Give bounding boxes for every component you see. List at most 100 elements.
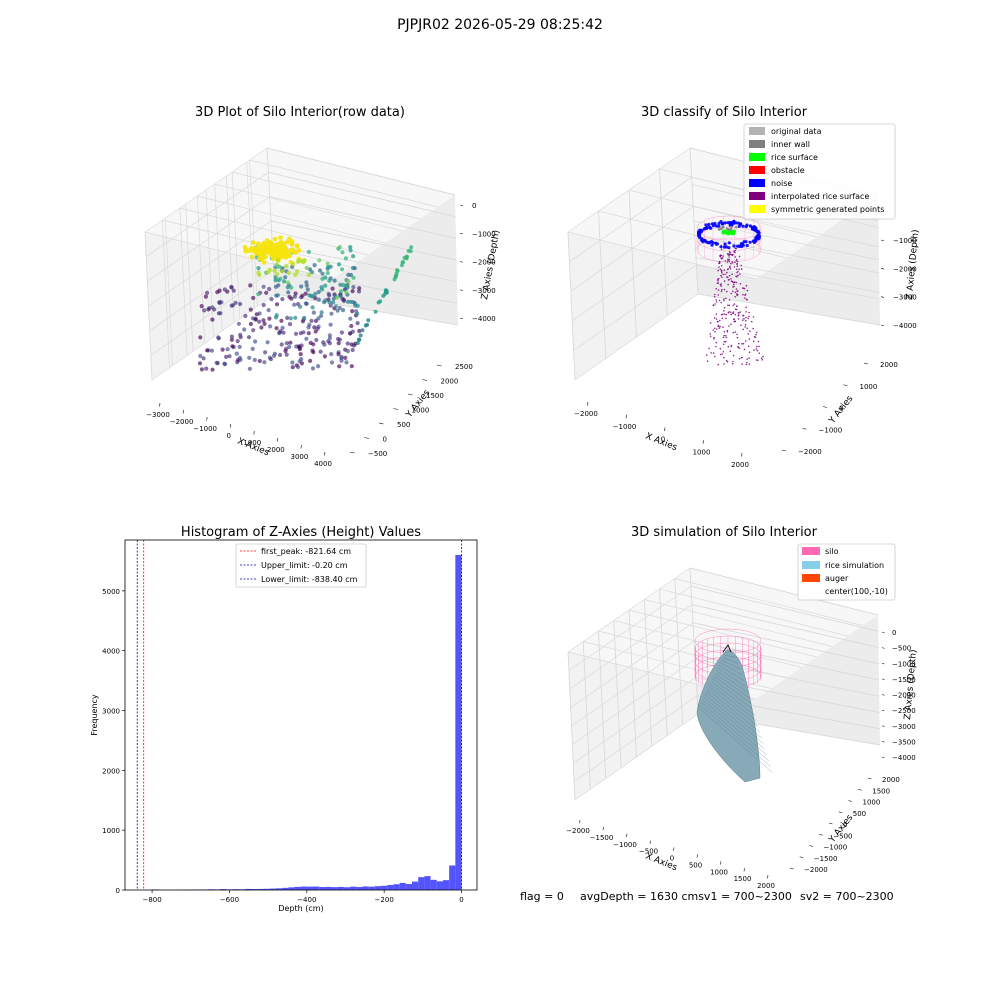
grid-line <box>151 293 276 381</box>
point <box>261 318 266 323</box>
noise-point <box>738 244 742 248</box>
point <box>339 330 344 335</box>
histogram-bar <box>368 886 375 890</box>
legend-label-auger: auger <box>825 574 849 583</box>
x-tick-mark <box>626 833 628 838</box>
point <box>273 284 279 289</box>
grid-line <box>150 269 274 356</box>
y-tick-mark <box>799 856 804 859</box>
point <box>330 286 335 291</box>
interp-point <box>723 280 726 282</box>
grid-line <box>693 640 880 681</box>
wall-point <box>730 225 733 229</box>
point <box>306 272 311 277</box>
grid-line <box>214 183 403 232</box>
interp-point <box>705 354 708 356</box>
point <box>344 360 349 365</box>
interp-point <box>736 333 738 336</box>
x-tick-label: 4000 <box>314 460 332 468</box>
point <box>197 361 203 366</box>
point <box>278 276 283 281</box>
rice-mesh-line <box>722 657 739 664</box>
rice-mesh-line <box>717 667 746 687</box>
point <box>247 366 252 371</box>
grid-line <box>598 210 787 259</box>
point <box>319 313 324 318</box>
rice-mesh-line <box>704 694 764 744</box>
x-tick-mark <box>743 868 745 872</box>
panel-3-title: Histogram of Z-Axies (Height) Values <box>181 525 421 540</box>
interp-point <box>720 270 723 273</box>
point <box>272 268 277 273</box>
panel-2-title: 3D classify of Silo Interior <box>641 105 808 120</box>
point <box>267 267 272 272</box>
point <box>336 341 341 346</box>
point <box>332 278 337 283</box>
point <box>274 262 279 267</box>
interp-point <box>715 345 717 348</box>
interp-point <box>735 281 738 284</box>
interp-point <box>723 356 725 359</box>
histogram-bar <box>269 888 276 890</box>
noise-point <box>702 227 707 231</box>
panel-2-legend: original data inner wall rice surface ob… <box>743 123 896 220</box>
legend-swatch-obstacle <box>749 166 765 174</box>
legend-swatch-inner-wall <box>749 140 765 148</box>
interp-point <box>732 331 735 334</box>
grid-line <box>570 622 694 708</box>
interp-point <box>726 271 728 274</box>
point <box>300 293 305 298</box>
interp-point <box>728 260 731 263</box>
interp-point <box>715 341 718 344</box>
x-tick-mark <box>300 444 302 449</box>
point <box>229 284 234 290</box>
panel-4-y-ticks: −2000 −1500 −1000 −500 0 500 1000 1500 2000 <box>789 776 900 874</box>
interp-point <box>745 316 747 319</box>
x-tick-label: 1500 <box>734 875 752 883</box>
point <box>283 275 288 280</box>
grid-line <box>273 269 458 304</box>
interp-point <box>720 265 723 267</box>
interp-point <box>741 356 743 359</box>
interp-point <box>732 312 734 315</box>
grid-line <box>249 159 438 208</box>
point <box>253 250 259 256</box>
surface-point <box>731 232 735 236</box>
point <box>251 295 256 301</box>
panel-4-box <box>567 567 881 801</box>
interp-point <box>746 361 748 364</box>
z-tick-label: 0 <box>472 202 476 210</box>
point <box>351 275 356 280</box>
z-tick-mark <box>880 239 885 242</box>
histogram-bar <box>319 887 326 890</box>
point <box>356 289 362 294</box>
point <box>238 335 243 340</box>
z-tick-label: −500 <box>892 645 911 653</box>
x-tick-label: −400 <box>297 896 316 904</box>
interp-point <box>732 290 734 293</box>
point <box>302 315 307 320</box>
interp-point <box>745 363 748 366</box>
interp-point <box>733 281 736 284</box>
interp-point <box>714 303 716 305</box>
y-tick-label: 0 <box>383 436 387 444</box>
point <box>356 337 361 342</box>
x-tick-label: −1000 <box>613 841 637 849</box>
x-tick-label: 3000 <box>291 453 309 461</box>
point <box>313 291 318 296</box>
point <box>366 318 371 323</box>
point <box>281 241 286 247</box>
interp-point <box>723 363 725 365</box>
y-tick-label: −2000 <box>804 866 828 874</box>
y-tick-mark <box>802 427 807 430</box>
point <box>280 254 285 259</box>
x-tick-label: −2000 <box>574 410 598 418</box>
z-tick-label: −4000 <box>472 315 496 323</box>
point <box>400 263 404 268</box>
interp-point <box>714 355 716 358</box>
interp-point <box>728 274 731 277</box>
point <box>206 307 211 312</box>
y-tick-label: 5000 <box>102 588 120 596</box>
point <box>294 243 300 249</box>
grid-line <box>268 171 456 218</box>
